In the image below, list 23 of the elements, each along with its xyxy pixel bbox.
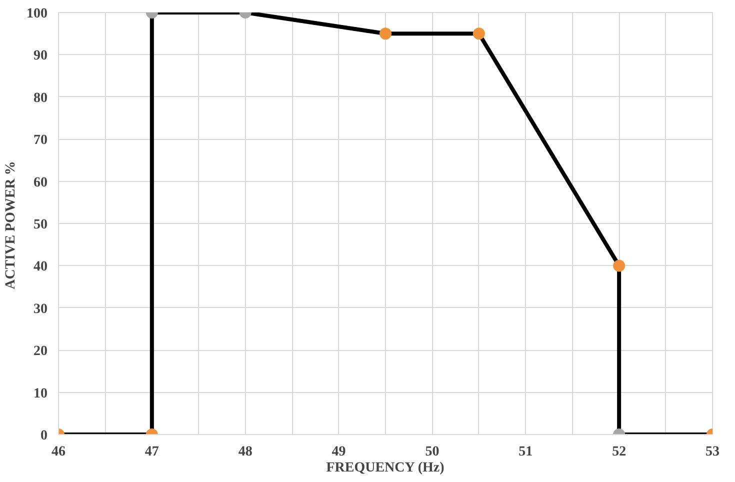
y-tick-label: 60 <box>34 175 48 190</box>
point <box>613 260 626 272</box>
x-tick-label: 49 <box>332 444 346 460</box>
line-series <box>58 12 712 434</box>
y-tick-label: 50 <box>34 218 48 232</box>
x-axis-title: FREQUENCY (Hz) <box>326 460 445 476</box>
x-tick-label: 46 <box>52 444 66 460</box>
y-tick-label: 10 <box>34 386 48 402</box>
x-tick-label: 53 <box>706 444 720 460</box>
y-tick-label: 80 <box>34 90 48 106</box>
x-tick-label: 52 <box>612 444 626 460</box>
y-tick-label: 100 <box>26 6 48 22</box>
y-tick-label: 70 <box>34 133 48 148</box>
x-tick-label: 48 <box>238 444 252 460</box>
y-tick-label: 20 <box>34 344 48 360</box>
x-tick-label: 50 <box>425 444 440 460</box>
x-tick-label: 47 <box>144 444 159 460</box>
x-tick-label: 51 <box>518 444 533 460</box>
y-tick-label: 40 <box>34 260 48 275</box>
y-axis-title: ACTIVE POWER % <box>4 161 18 290</box>
y-tick-label: 90 <box>34 48 48 64</box>
y-tick-label: 30 <box>34 302 48 317</box>
y-tick-label: 0 <box>40 428 48 444</box>
